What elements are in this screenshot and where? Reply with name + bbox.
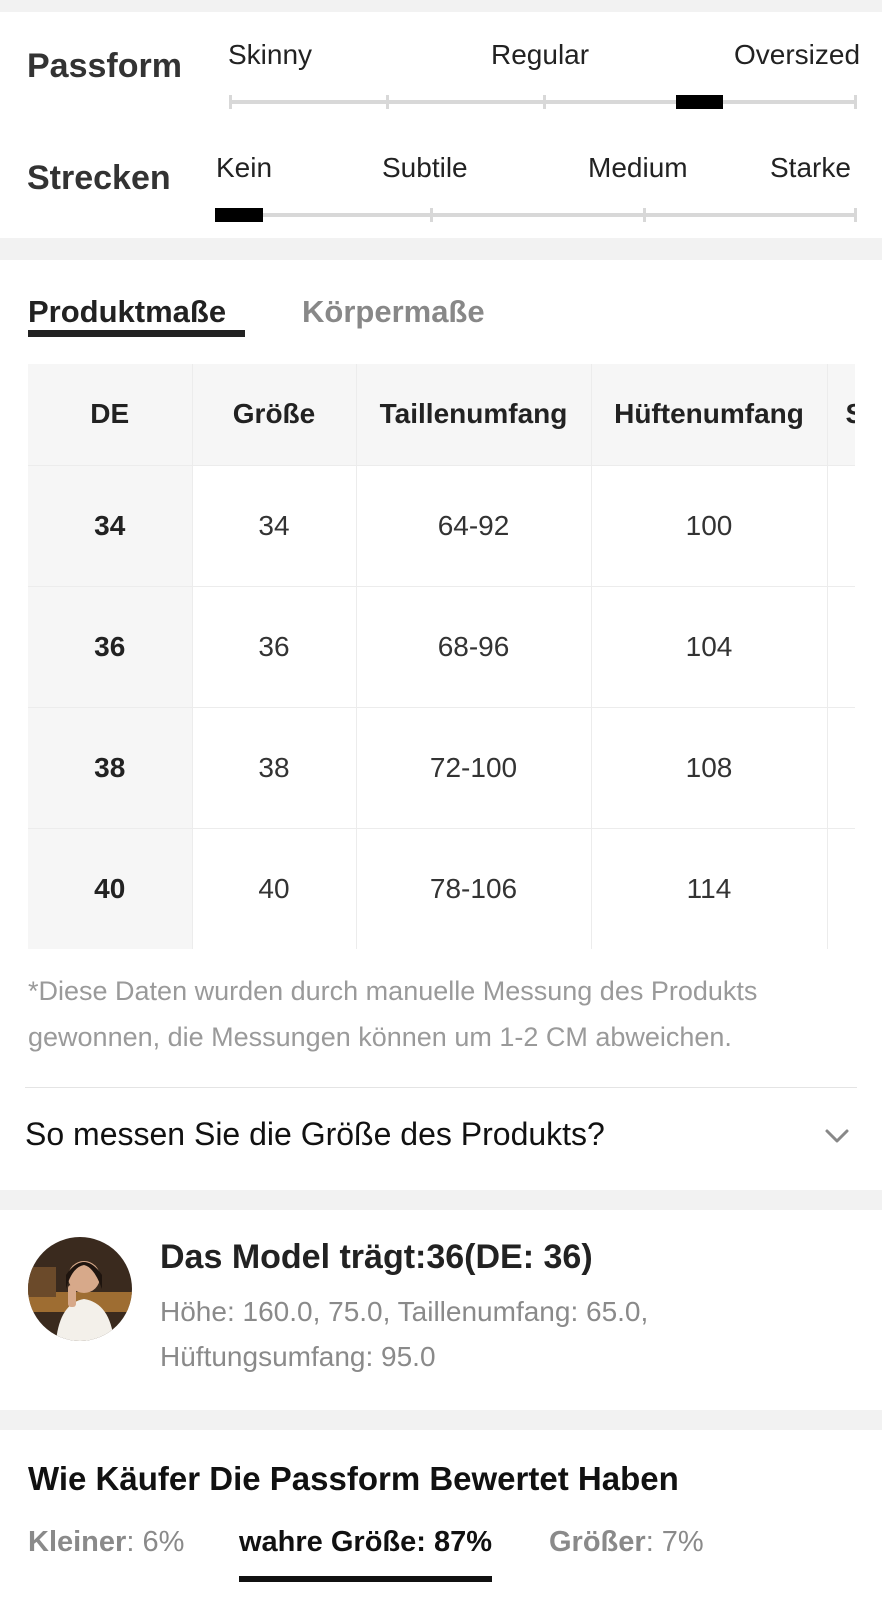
cell-hip: 114 — [590, 827, 827, 949]
stretch-tick — [643, 208, 646, 222]
cell-waist: 72-100 — [355, 706, 591, 828]
cell-de: 36 — [28, 585, 192, 707]
cell-size: 34 — [191, 464, 356, 586]
fit-stretch-section: Passform Skinny Regular Oversized Streck… — [0, 12, 882, 238]
section-gap — [0, 1190, 882, 1210]
stretch-option-starke: Starke — [770, 152, 851, 183]
rating-true-label: wahre Größe — [239, 1526, 417, 1558]
top-gap — [0, 0, 882, 12]
cell-waist: 64-92 — [355, 464, 591, 586]
size-table: DE Größe Taillenumfang Hüftenumfang S 34… — [28, 364, 855, 949]
table-row: 38 38 72-100 108 — [28, 706, 855, 828]
stretch-tick — [430, 208, 433, 222]
model-measurements-line1: Höhe: 160.0, 75.0, Taillenumfang: 65.0, — [160, 1296, 649, 1327]
stretch-title: Strecken — [27, 159, 171, 197]
fit-option-skinny: Skinny — [228, 39, 313, 70]
cell-de: 34 — [28, 464, 192, 586]
rating-smaller-value: : 6% — [126, 1526, 185, 1558]
section-gap — [0, 238, 882, 260]
how-to-measure-label: So messen Sie die Größe des Produkts? — [25, 1116, 605, 1152]
stretch-option-subtile: Subtile — [382, 152, 468, 183]
fit-tick — [229, 95, 232, 109]
cell-cutoff — [826, 827, 855, 949]
cell-size: 38 — [191, 706, 356, 828]
rating-larger-value: : 7% — [645, 1526, 704, 1558]
header-size: Größe — [191, 364, 356, 465]
rating-smaller: Kleiner: 6% — [28, 1526, 184, 1559]
cell-de: 40 — [28, 827, 192, 949]
cell-size: 40 — [191, 827, 356, 949]
model-info-section: Das Model trägt:36(DE: 36) Höhe: 160.0, … — [0, 1210, 882, 1410]
size-chart-section: Produktmaße Körpermaße DE Größe Taillenu… — [0, 260, 882, 1190]
fit-rating-section: Wie Käufer Die Passform Bewertet Haben K… — [0, 1430, 882, 1600]
cell-cutoff — [826, 706, 855, 828]
stretch-option-medium: Medium — [588, 152, 688, 183]
model-wearing-size: Das Model trägt:36(DE: 36) — [160, 1238, 593, 1276]
rating-smaller-label: Kleiner — [28, 1526, 127, 1558]
cell-cutoff — [826, 585, 855, 707]
fit-option-oversized: Oversized — [734, 39, 861, 70]
table-row: 36 36 68-96 104 — [28, 585, 855, 707]
cell-de: 38 — [28, 706, 192, 828]
how-to-measure-row[interactable]: So messen Sie die Größe des Produkts? — [25, 1110, 857, 1180]
rating-true-underline — [239, 1576, 492, 1582]
rating-true-value: : 87% — [416, 1526, 493, 1558]
chevron-down-icon — [825, 1129, 849, 1143]
size-table-scroll[interactable]: DE Größe Taillenumfang Hüftenumfang S 34… — [28, 364, 855, 949]
stretch-track — [216, 213, 857, 217]
header-de: DE — [28, 364, 192, 465]
stretch-tick — [854, 208, 857, 222]
header-cutoff: S — [826, 364, 855, 465]
fit-level-marker — [676, 95, 723, 109]
stretch-option-kein: Kein — [216, 152, 273, 183]
divider — [25, 1087, 857, 1088]
stretch-slider-row: Strecken Kein Subtile Medium Starke — [0, 125, 882, 238]
active-tab-indicator — [28, 330, 245, 337]
cell-size: 36 — [191, 585, 356, 707]
fit-tick — [386, 95, 389, 109]
cell-cutoff — [826, 464, 855, 586]
cell-hip: 108 — [590, 706, 827, 828]
fit-option-regular: Regular — [491, 39, 590, 70]
table-header-row: DE Größe Taillenumfang Hüftenumfang S — [28, 364, 855, 465]
fit-tick — [543, 95, 546, 109]
header-hip: Hüftenumfang — [590, 364, 827, 465]
tab-product-measurements[interactable]: Produktmaße — [28, 294, 227, 329]
cell-waist: 68-96 — [355, 585, 591, 707]
tab-body-measurements[interactable]: Körpermaße — [302, 294, 485, 329]
fit-tick — [854, 95, 857, 109]
rating-larger: Größer: 7% — [549, 1526, 704, 1559]
section-gap — [0, 1410, 882, 1430]
fit-title: Passform — [27, 47, 182, 85]
rating-larger-label: Größer — [549, 1526, 646, 1558]
fit-slider-row: Passform Skinny Regular Oversized — [0, 12, 882, 125]
table-row: 40 40 78-106 114 — [28, 827, 855, 949]
measurement-disclaimer: *Diese Daten wurden durch manuelle Messu… — [28, 976, 758, 1052]
rating-true-size: wahre Größe: 87% — [239, 1526, 492, 1559]
cell-hip: 104 — [590, 585, 827, 707]
cell-waist: 78-106 — [355, 827, 591, 949]
model-avatar — [28, 1237, 132, 1341]
header-waist: Taillenumfang — [355, 364, 591, 465]
cell-hip: 100 — [590, 464, 827, 586]
model-measurements-line2: Hüftungsumfang: 95.0 — [160, 1341, 436, 1372]
stretch-level-marker — [215, 208, 263, 222]
fit-rating-title: Wie Käufer Die Passform Bewertet Haben — [28, 1460, 679, 1497]
table-row: 34 34 64-92 100 — [28, 464, 855, 586]
